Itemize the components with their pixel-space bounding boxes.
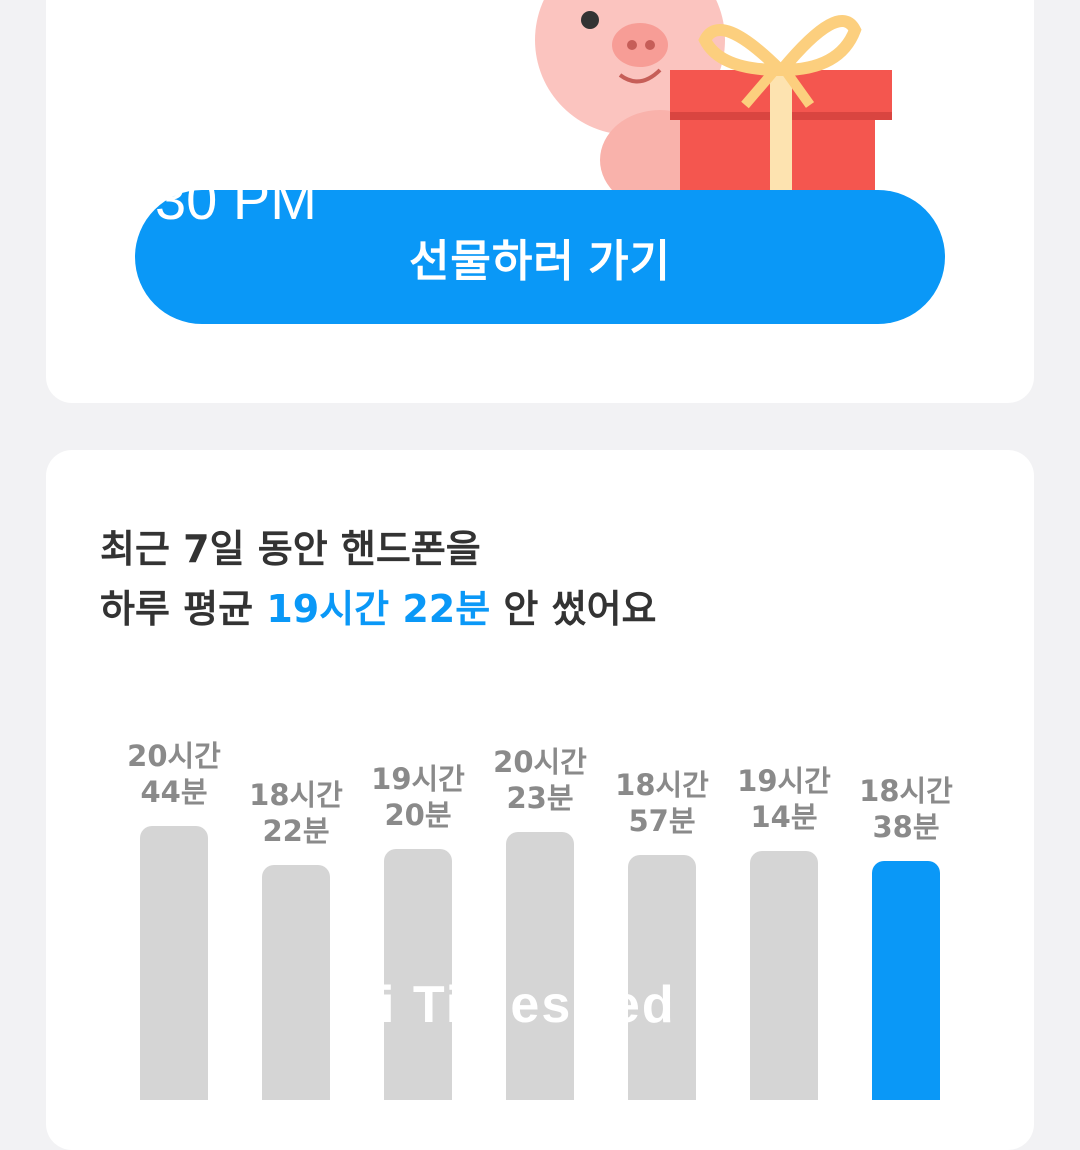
bar-day-5 (628, 855, 696, 1100)
usage-title-line2: 하루 평균 19시간 22분 안 썼어요 (100, 578, 657, 633)
minutes-label: 14분 (750, 799, 818, 834)
minutes-label: 22분 (262, 813, 330, 848)
bar-label-day-4: 20시간 23분 (475, 744, 605, 816)
minutes-label: 20분 (384, 798, 452, 832)
bar-day-1 (140, 825, 208, 1100)
bar-label-day-6: 19시간 14분 (719, 763, 849, 835)
bar-label-day-1: 20시간 44분 (109, 738, 239, 810)
title-suffix: 안 썼어요 (490, 587, 657, 631)
bar-day-4 (506, 831, 574, 1100)
title-prefix: 하루 평균 (100, 587, 267, 631)
hours-label: 18시간 (859, 773, 953, 808)
bar-label-day-7: 18시간 38분 (841, 773, 971, 845)
bar-day-7 (872, 860, 940, 1100)
hours-label: 19시간 (371, 762, 465, 796)
hours-label: 18시간 (615, 768, 709, 803)
hours-label: 19시간 (737, 763, 831, 798)
hours-label: 18시간 (249, 777, 343, 812)
hours-label: 20시간 (127, 738, 221, 773)
pig-gift-illustration (520, 0, 900, 190)
bar-label-day-2: 18시간 22분 (231, 777, 361, 849)
usage-title-line1: 최근 7일 동안 핸드폰을 (100, 527, 481, 571)
time-overlay-text: 30 PM (155, 168, 317, 231)
minutes-label: 57분 (628, 804, 696, 839)
hours-label: 20시간 (493, 744, 587, 779)
bar-day-6 (750, 850, 818, 1100)
minutes-label: 38분 (872, 809, 940, 844)
average-time-highlight: 19시간 22분 (266, 587, 491, 631)
minutes-label: 23분 (506, 780, 574, 815)
bar-label-day-3: 19시간 20분 (353, 761, 483, 833)
bar-day-3 (384, 849, 452, 1100)
go-gift-button[interactable]: 선물하러 가기 (135, 190, 945, 324)
minutes-label: 44분 (140, 774, 208, 809)
watermark: i Times red (380, 976, 676, 1034)
bar-label-day-5: 18시간 57분 (597, 767, 727, 839)
bar-day-2 (262, 864, 330, 1100)
